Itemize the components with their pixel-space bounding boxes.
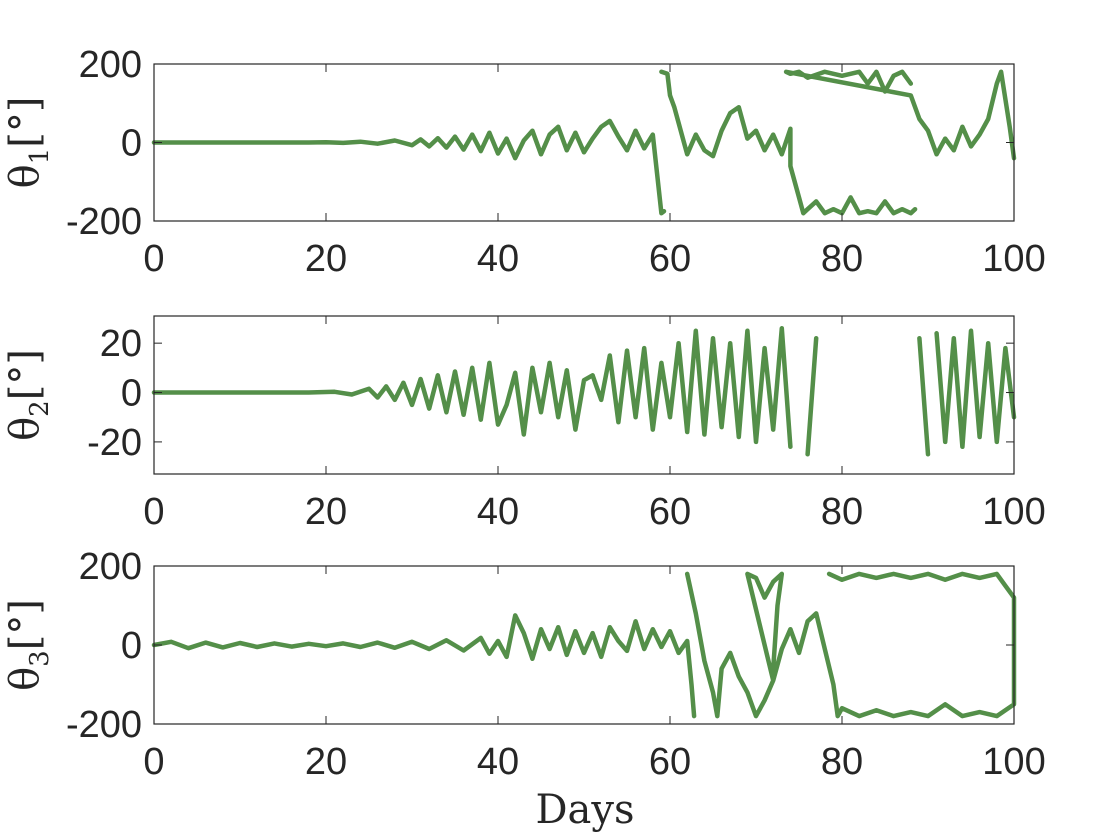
y-tick-label: 200 [79,546,142,588]
x-tick-label: 60 [649,238,691,280]
x-tick-label: 0 [143,238,164,280]
x-tick-label: 20 [305,238,347,280]
x-tick-label: 40 [477,491,519,533]
y-axis-label: θ2[°] [2,349,55,441]
y-axis-label: θ1[°] [2,97,55,189]
x-tick-label: 100 [982,741,1045,783]
y-label-subscript: 1 [25,148,55,165]
axes-frame [153,315,1015,475]
y-tick-label: -200 [66,201,142,243]
y-tick-label: 0 [121,625,142,667]
y-label-unit: [°] [2,97,48,148]
y-tick-label: 200 [79,44,142,86]
x-tick-label: 80 [821,238,863,280]
x-tick-label: 80 [821,741,863,783]
y-label-symbol: θ [2,417,48,441]
series-line-3 [151,571,1017,719]
x-tick-label: 100 [982,491,1045,533]
y-tick-label: 20 [100,323,142,365]
y-tick-label: -20 [87,422,142,464]
x-tick-label: 100 [982,238,1045,280]
y-label-symbol: θ [2,164,48,188]
x-tick-label: 60 [649,491,691,533]
x-tick-label: 40 [477,741,519,783]
series-line-1 [151,69,1017,216]
x-tick-label: 0 [143,741,164,783]
x-tick-label: 20 [305,741,347,783]
y-label-unit: [°] [2,349,48,400]
x-axis-label: Days [535,787,634,833]
x-tick-label: 80 [821,491,863,533]
y-label-unit: [°] [2,599,48,650]
y-tick-label: -200 [66,704,142,746]
y-axis-label: θ3[°] [2,599,55,691]
y-tick-label: 0 [121,373,142,415]
x-tick-label: 60 [649,741,691,783]
series-line-2 [151,326,1017,457]
y-tick-label: 0 [121,123,142,165]
x-tick-label: 0 [143,491,164,533]
y-label-symbol: θ [2,667,48,691]
y-label-subscript: 3 [25,650,55,667]
x-tick-label: 40 [477,238,519,280]
y-label-subscript: 2 [25,400,55,417]
x-tick-label: 20 [305,491,347,533]
